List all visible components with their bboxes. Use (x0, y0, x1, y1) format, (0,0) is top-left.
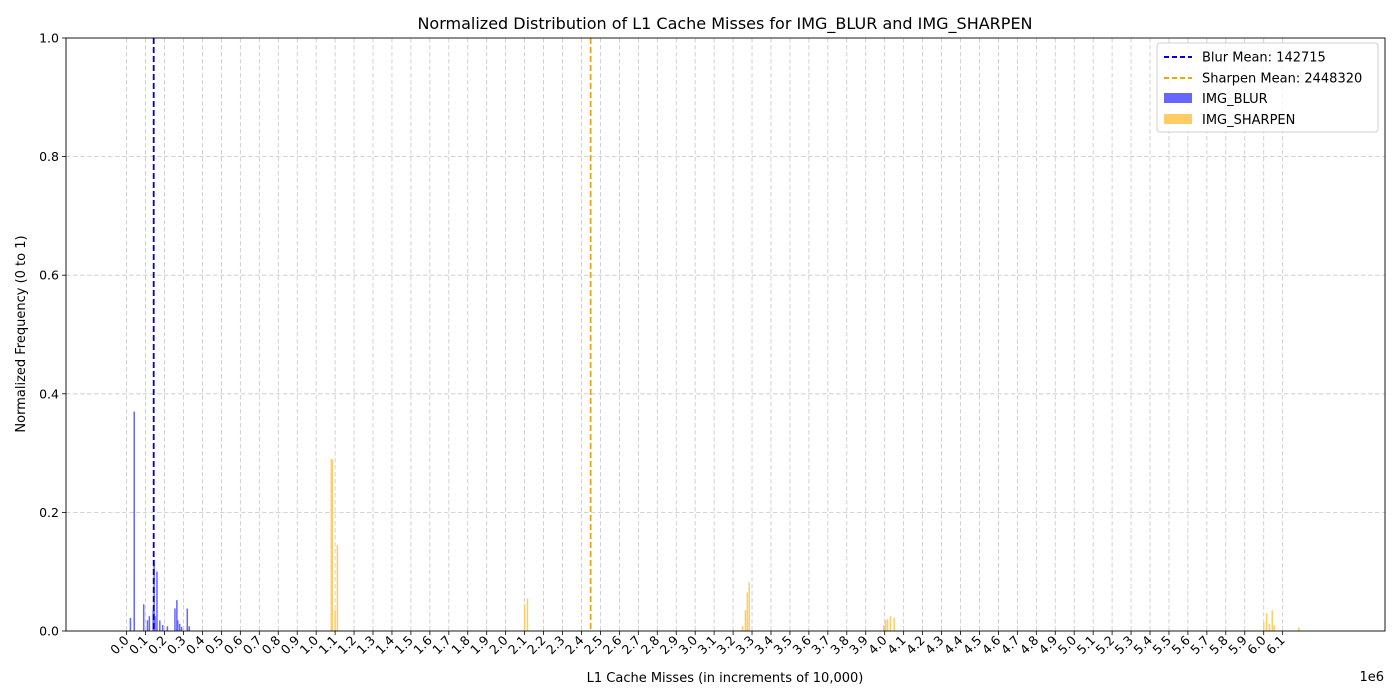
bar-img-sharpen (744, 610, 747, 631)
bar-img-blur (177, 620, 179, 631)
bar-img-blur (174, 608, 176, 631)
bar-img-sharpen (330, 459, 333, 631)
grid-layer (66, 38, 1385, 631)
legend-label-blur-mean: Blur Mean: 142715 (1202, 51, 1326, 66)
legend-swatch-img-sharpen (1164, 114, 1192, 124)
bar-img-blur (152, 610, 154, 631)
mean-lines-layer (152, 38, 592, 631)
y-tick-label: 0.6 (39, 268, 59, 283)
bar-img-blur (129, 617, 132, 631)
bar-img-sharpen (523, 604, 526, 631)
bar-img-sharpen (1273, 625, 1275, 631)
bar-img-blur (142, 604, 145, 631)
bar-img-sharpen (1271, 610, 1273, 631)
bar-img-sharpen (526, 598, 529, 631)
legend-box (1156, 42, 1379, 133)
bar-img-blur (146, 620, 149, 631)
y-tick-label: 0.0 (39, 624, 59, 639)
x-axis-ticks: 0.00.10.20.30.40.50.60.70.80.91.01.11.21… (107, 631, 1288, 657)
x-axis-label: L1 Cache Misses (in increments of 10,000… (587, 671, 864, 686)
bar-img-blur (154, 616, 156, 631)
bar-img-sharpen (889, 616, 892, 631)
bar-img-blur (186, 608, 189, 631)
bar-img-blur (156, 571, 158, 631)
bar-img-sharpen (884, 620, 887, 631)
y-tick-label: 0.4 (39, 386, 59, 401)
y-tick-label: 0.2 (39, 505, 59, 520)
bar-img-blur (188, 626, 190, 631)
bar-img-sharpen (746, 592, 749, 631)
plot-frame (65, 37, 1386, 632)
x-tick-label: 6.1 (1263, 633, 1288, 658)
bar-img-sharpen (893, 617, 895, 631)
y-tick-label: 1.0 (39, 31, 59, 46)
bar-img-sharpen (331, 459, 334, 631)
bar-img-sharpen (1265, 613, 1268, 631)
bar-img-sharpen (334, 610, 336, 631)
bar-img-sharpen (748, 582, 750, 631)
bar-img-sharpen (882, 625, 885, 631)
bar-img-blur (133, 411, 135, 631)
legend-label-img-sharpen: IMG_SHARPEN (1202, 113, 1295, 128)
bar-img-blur (153, 559, 155, 631)
bar-img-sharpen (1298, 627, 1300, 631)
bar-img-blur (180, 626, 183, 631)
x-axis-offset-label: 1e6 (1359, 670, 1384, 685)
bars-layer (129, 411, 1300, 631)
y-axis-label: Normalized Frequency (0 to 1) (14, 235, 29, 432)
legend-label-sharpen-mean: Sharpen Mean: 2448320 (1202, 72, 1362, 87)
legend-swatch-img-blur (1164, 93, 1192, 103)
bar-img-sharpen (1262, 622, 1265, 631)
bar-img-blur (161, 625, 164, 631)
y-tick-label: 0.8 (39, 149, 59, 164)
y-axis-ticks: 0.0 0.2 0.4 0.6 0.8 1.0 (39, 31, 66, 639)
bar-img-blur (148, 616, 151, 631)
legend: Blur Mean: 142715 Sharpen Mean: 2448320 … (1156, 42, 1379, 133)
bar-img-blur (166, 626, 169, 631)
bar-img-blur (159, 620, 161, 631)
bar-img-sharpen (1268, 623, 1271, 631)
chart-title: Normalized Distribution of L1 Cache Miss… (417, 14, 1032, 34)
legend-label-img-blur: IMG_BLUR (1202, 92, 1268, 107)
bar-img-blur (176, 600, 178, 631)
bar-img-sharpen (741, 626, 744, 631)
bar-img-sharpen (336, 545, 339, 631)
bar-img-blur (178, 623, 181, 631)
bar-img-sharpen (886, 619, 889, 631)
